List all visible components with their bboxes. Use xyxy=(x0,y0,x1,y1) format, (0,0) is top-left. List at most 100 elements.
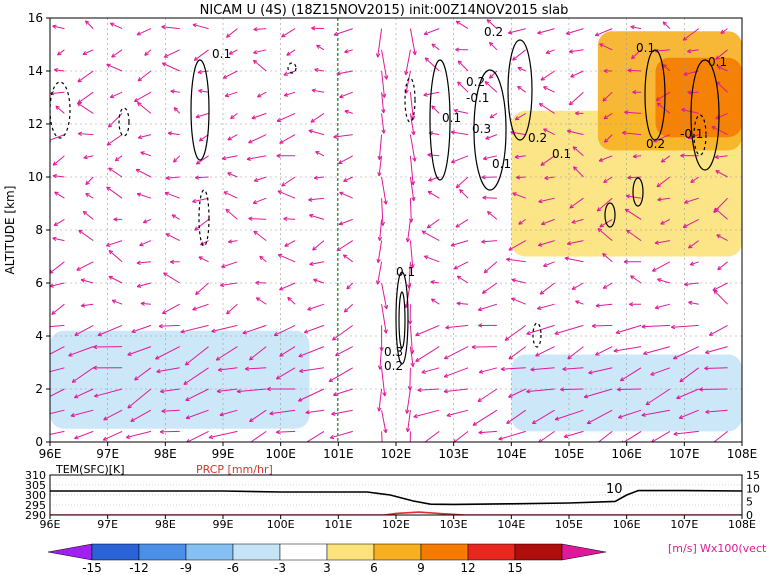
subplot-left-tick-label: 295 xyxy=(25,499,46,512)
wind-vector-head xyxy=(423,255,429,260)
wind-vector-head xyxy=(383,305,389,310)
wind-vector xyxy=(543,86,555,93)
wind-vector xyxy=(230,113,238,120)
wind-vector-head xyxy=(689,261,695,266)
wind-vector xyxy=(162,303,180,314)
wind-vector-head xyxy=(242,330,247,335)
wind-vector-head xyxy=(253,49,258,55)
wind-vector xyxy=(227,172,238,178)
wind-vector-head xyxy=(283,71,288,76)
wind-vector xyxy=(423,28,440,35)
y-tick-label: 6 xyxy=(35,276,43,290)
wind-vector-head xyxy=(540,161,545,166)
wind-vector xyxy=(218,367,238,371)
wind-vector xyxy=(717,261,728,271)
wind-vector xyxy=(82,49,94,55)
wind-vector xyxy=(409,240,414,269)
wind-vector xyxy=(586,409,613,425)
wind-vector xyxy=(180,324,209,333)
wind-vector-head xyxy=(92,365,97,371)
contour-line xyxy=(473,69,507,191)
wind-vector xyxy=(713,197,728,213)
wind-vector xyxy=(720,28,728,34)
wind-vector xyxy=(248,134,267,144)
wind-vector xyxy=(52,237,65,242)
wind-vector-head xyxy=(423,92,428,97)
wind-vector xyxy=(567,130,584,136)
wind-vector xyxy=(298,346,325,358)
wind-vector xyxy=(424,255,440,263)
contour-line xyxy=(604,202,616,228)
wind-vector-head xyxy=(287,296,292,302)
wind-vector-head xyxy=(516,175,521,180)
wind-vector-head xyxy=(662,63,668,69)
wind-vector-head xyxy=(85,180,90,186)
wind-vector-head xyxy=(488,74,494,79)
wind-vector xyxy=(408,261,411,289)
colorbar-left-arrow xyxy=(47,543,93,561)
colorbar-segment xyxy=(91,543,140,561)
wind-vector xyxy=(225,208,238,220)
wind-vector-head xyxy=(283,216,288,222)
wind-vector xyxy=(139,240,152,246)
wind-vector-head xyxy=(619,377,625,382)
wind-vector xyxy=(426,218,440,229)
wind-vector xyxy=(478,430,497,434)
wind-vector-head xyxy=(630,54,636,60)
x-tick-label: 96E xyxy=(39,447,62,461)
colorbar-tick-label: -15 xyxy=(82,561,102,575)
wind-vector xyxy=(716,81,728,93)
wind-vector xyxy=(126,430,152,439)
wind-vector-head xyxy=(379,347,384,352)
wind-vector xyxy=(567,346,584,360)
wind-vector xyxy=(308,130,325,136)
wind-vector-head xyxy=(662,21,668,26)
colorbar-tick-label: -9 xyxy=(180,561,192,575)
wind-vector xyxy=(249,409,267,423)
wind-vector-head xyxy=(108,275,113,280)
wind-vector xyxy=(161,409,180,412)
wind-vector xyxy=(682,28,700,41)
wind-vector xyxy=(196,155,209,165)
wind-vector xyxy=(427,154,440,157)
wind-vector-head xyxy=(299,368,304,374)
wind-vector xyxy=(195,112,209,118)
contour-line xyxy=(532,322,542,348)
wind-vector-head xyxy=(543,262,548,268)
wind-vector xyxy=(131,324,152,333)
wind-vector xyxy=(134,91,152,103)
wind-vector-head xyxy=(331,411,336,416)
wind-vector-head xyxy=(624,208,630,213)
wind-vector xyxy=(343,176,353,182)
wind-vector-head xyxy=(300,443,304,446)
wind-vector-head xyxy=(704,366,709,371)
wind-vector xyxy=(50,388,65,398)
wind-vector xyxy=(709,324,728,336)
wind-vector-head xyxy=(248,216,253,221)
wind-vector-head xyxy=(328,378,334,383)
wind-vector xyxy=(50,346,65,355)
wind-vector-head xyxy=(342,254,348,259)
wind-vector xyxy=(584,388,613,398)
wind-vector-head xyxy=(225,33,231,38)
wind-vector-head xyxy=(298,353,303,358)
wind-vector xyxy=(603,112,613,120)
wind-vector xyxy=(222,155,238,160)
subplot-x-tick-label: 106E xyxy=(613,518,641,531)
wind-vector xyxy=(253,28,267,31)
wind-vector-head xyxy=(246,156,251,161)
wind-vector xyxy=(676,388,699,399)
contour-label: 0.2 xyxy=(384,359,403,373)
wind-vector xyxy=(51,303,65,315)
wind-vector xyxy=(381,49,388,80)
wind-vector-head xyxy=(38,414,42,417)
wind-vector-head xyxy=(315,151,320,156)
colorbar-segment xyxy=(326,543,375,561)
wind-vector xyxy=(457,60,469,72)
wind-vector xyxy=(332,324,354,341)
wind-vector xyxy=(651,430,671,442)
wind-vector xyxy=(421,230,440,242)
wind-vector xyxy=(140,151,152,157)
contour-line xyxy=(404,77,416,123)
